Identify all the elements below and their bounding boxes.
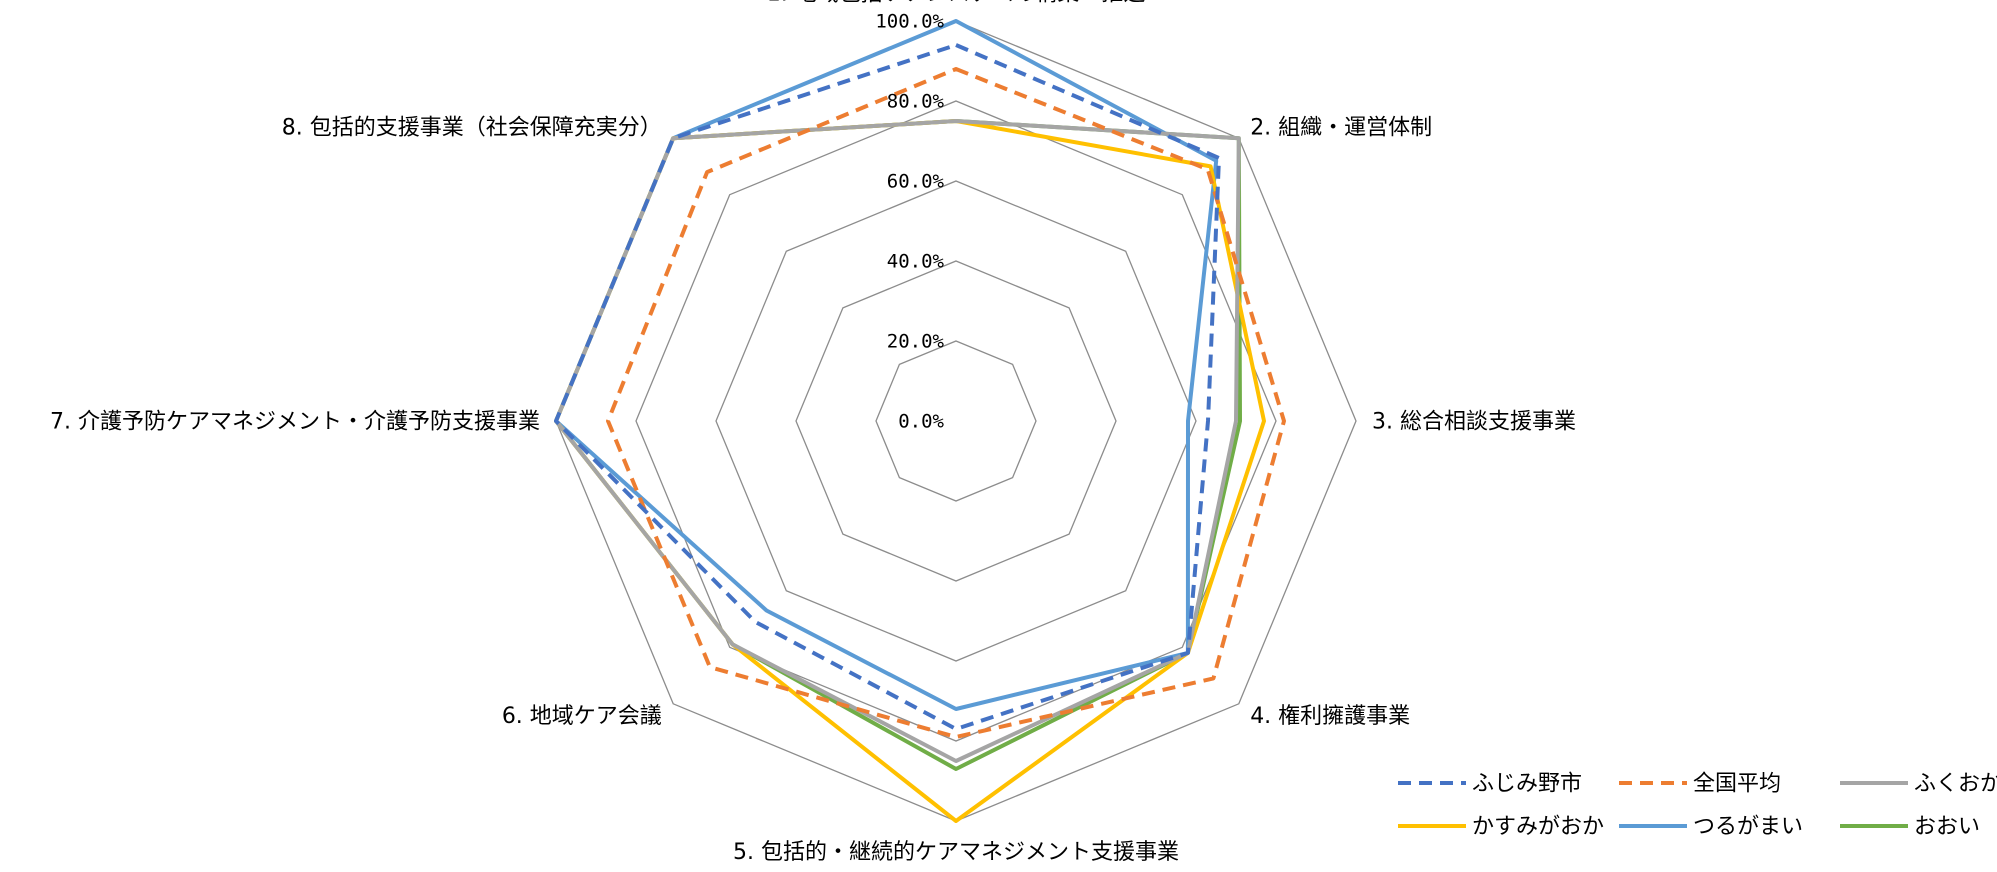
- tick-label: 100.0%: [875, 11, 944, 33]
- series-line-4: [554, 119, 1266, 823]
- tick-label: 40.0%: [887, 251, 945, 273]
- grid-ring: [875, 340, 1037, 502]
- axis-label: 8. 包括的支援事業（社会保障充実分）: [282, 116, 662, 141]
- legend-label: 全国平均: [1693, 772, 1781, 797]
- series-line-6: [554, 119, 1242, 771]
- legend-label: ふくおか: [1914, 772, 1997, 797]
- axis-label: 1. 地域包括ケアシステムの構築・推進: [767, 0, 1145, 7]
- grid-ring: [715, 180, 1197, 662]
- tick-label: 60.0%: [887, 171, 945, 193]
- tick-label: 0.0%: [898, 411, 944, 433]
- legend-label: つるがまい: [1693, 815, 1803, 840]
- axis-label: 2. 組織・運営体制: [1250, 116, 1432, 141]
- grid-ring: [635, 100, 1277, 742]
- axis-label: 5. 包括的・継続的ケアマネジメント支援事業: [733, 840, 1179, 865]
- series-line-2: [606, 67, 1286, 739]
- axis-label: 3. 総合相談支援事業: [1372, 410, 1576, 435]
- grid-ring: [795, 260, 1117, 582]
- legend-label: おおい: [1914, 815, 1980, 840]
- series-line-1: [554, 43, 1221, 731]
- series-lines: [554, 19, 1286, 823]
- axis-label: 6. 地域ケア会議: [502, 704, 662, 729]
- series-line-3: [554, 119, 1241, 763]
- tick-labels: 0.0% 20.0% 40.0% 60.0% 80.0% 100.0%: [875, 11, 944, 433]
- legend-label: かすみがおか: [1472, 815, 1604, 840]
- axis-label: 4. 権利擁護事業: [1250, 704, 1410, 729]
- tick-label: 20.0%: [887, 331, 945, 353]
- tick-label: 80.0%: [887, 91, 945, 113]
- axis-label: 7. 介護予防ケアマネジメント・介護予防支援事業: [50, 410, 540, 435]
- axis-labels: 1. 地域包括ケアシステムの構築・推進 2. 組織・運営体制 3. 総合相談支援事業…: [50, 0, 1576, 865]
- legend-label: ふじみ野市: [1472, 772, 1582, 797]
